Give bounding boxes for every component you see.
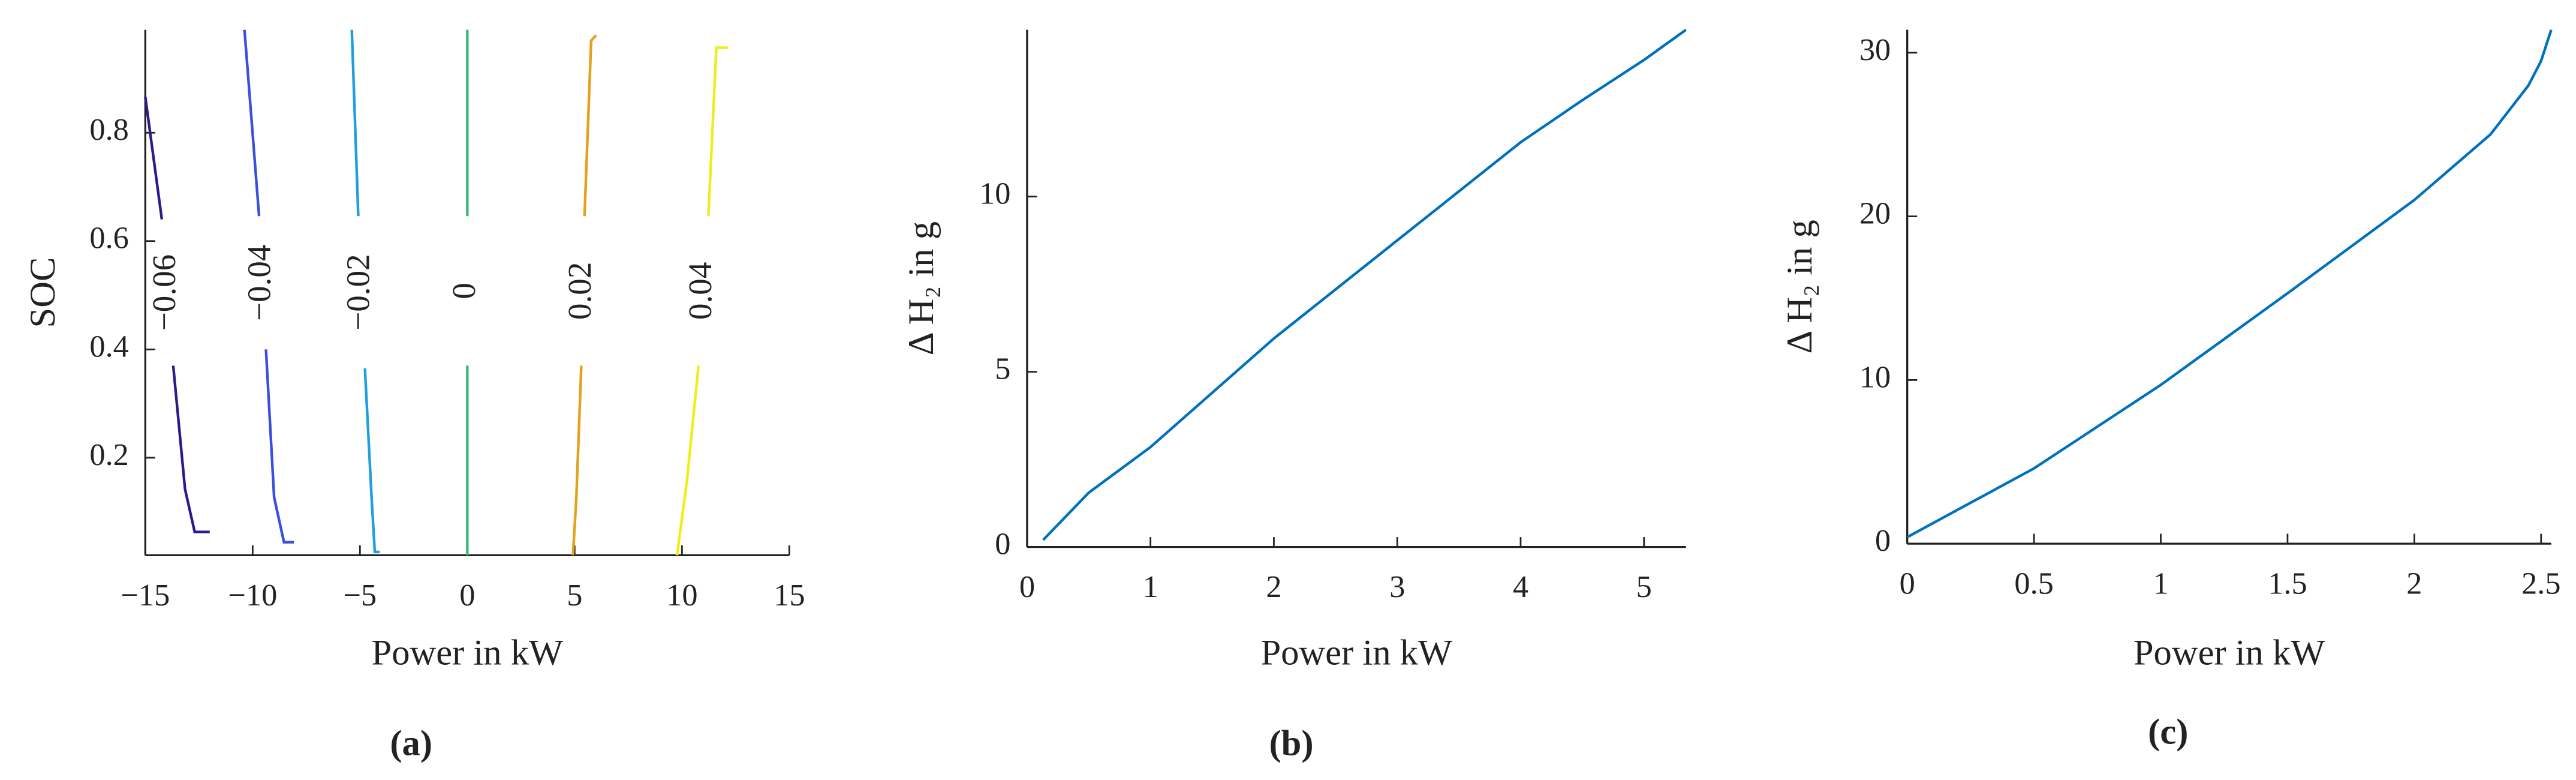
x-tick-label: 15 bbox=[774, 578, 805, 613]
data-line bbox=[1042, 28, 1687, 541]
x-tick-label: 0 bbox=[1019, 569, 1035, 604]
x-tick-label: 2 bbox=[1266, 569, 1281, 604]
contour-line bbox=[571, 34, 597, 556]
x-tick-label: 5 bbox=[1636, 569, 1652, 604]
y-tick-label: 0.6 bbox=[89, 221, 128, 256]
y-tick-label: 0 bbox=[995, 527, 1010, 562]
data-line bbox=[1906, 29, 2553, 539]
y-tick-label: 0 bbox=[1875, 523, 1891, 558]
x-tick-label: 0.5 bbox=[2014, 566, 2053, 601]
caption: (a) bbox=[390, 724, 432, 764]
x-tick-label: 2.5 bbox=[2521, 566, 2560, 601]
x-tick-label: 0 bbox=[1900, 566, 1915, 601]
x-axis-label: Power in kW bbox=[372, 632, 564, 673]
contour-label: 0.04 bbox=[682, 262, 718, 320]
y-tick-label: 20 bbox=[1859, 196, 1891, 231]
y-tick-label: 10 bbox=[1859, 359, 1891, 394]
contour-line bbox=[675, 46, 729, 556]
y-tick-label: 30 bbox=[1859, 32, 1891, 67]
contour-line bbox=[243, 29, 294, 544]
y-tick-label: 10 bbox=[979, 176, 1010, 211]
y-axis-label: SOC bbox=[23, 257, 63, 328]
contour-label: −0.06 bbox=[146, 254, 182, 331]
x-tick-label: 1 bbox=[2153, 566, 2168, 601]
y-tick-label: 0.4 bbox=[89, 329, 128, 364]
contour-label: −0.02 bbox=[340, 254, 377, 330]
contour-label: 0.02 bbox=[561, 262, 598, 320]
contour-line bbox=[350, 29, 380, 554]
x-tick-label: 5 bbox=[567, 578, 582, 613]
caption: (b) bbox=[1269, 724, 1313, 764]
x-tick-label: 0 bbox=[459, 578, 475, 613]
y-axis-label: Δ H₂ in g bbox=[901, 221, 941, 355]
caption: (c) bbox=[2148, 712, 2188, 752]
y-tick-label: 0.8 bbox=[89, 112, 128, 147]
contour-line bbox=[144, 97, 210, 533]
x-tick-label: 10 bbox=[666, 578, 697, 613]
x-tick-label: −5 bbox=[344, 578, 377, 613]
contour-label: 0 bbox=[446, 283, 482, 299]
y-tick-label: 0.2 bbox=[89, 437, 128, 472]
y-tick-label: 5 bbox=[995, 352, 1010, 386]
x-tick-label: −10 bbox=[228, 578, 277, 613]
x-tick-label: 2 bbox=[2406, 566, 2422, 601]
x-tick-label: 4 bbox=[1513, 569, 1528, 604]
x-axis-label: Power in kW bbox=[2133, 632, 2325, 673]
x-tick-label: 3 bbox=[1389, 569, 1405, 604]
y-axis-label: Δ H₂ in g bbox=[1780, 220, 1820, 353]
x-tick-label: 1 bbox=[1143, 569, 1158, 604]
x-tick-label: −15 bbox=[121, 578, 170, 613]
contour-label: −0.04 bbox=[240, 245, 277, 321]
x-axis-label: Power in kW bbox=[1260, 632, 1452, 673]
x-tick-label: 1.5 bbox=[2268, 566, 2307, 601]
